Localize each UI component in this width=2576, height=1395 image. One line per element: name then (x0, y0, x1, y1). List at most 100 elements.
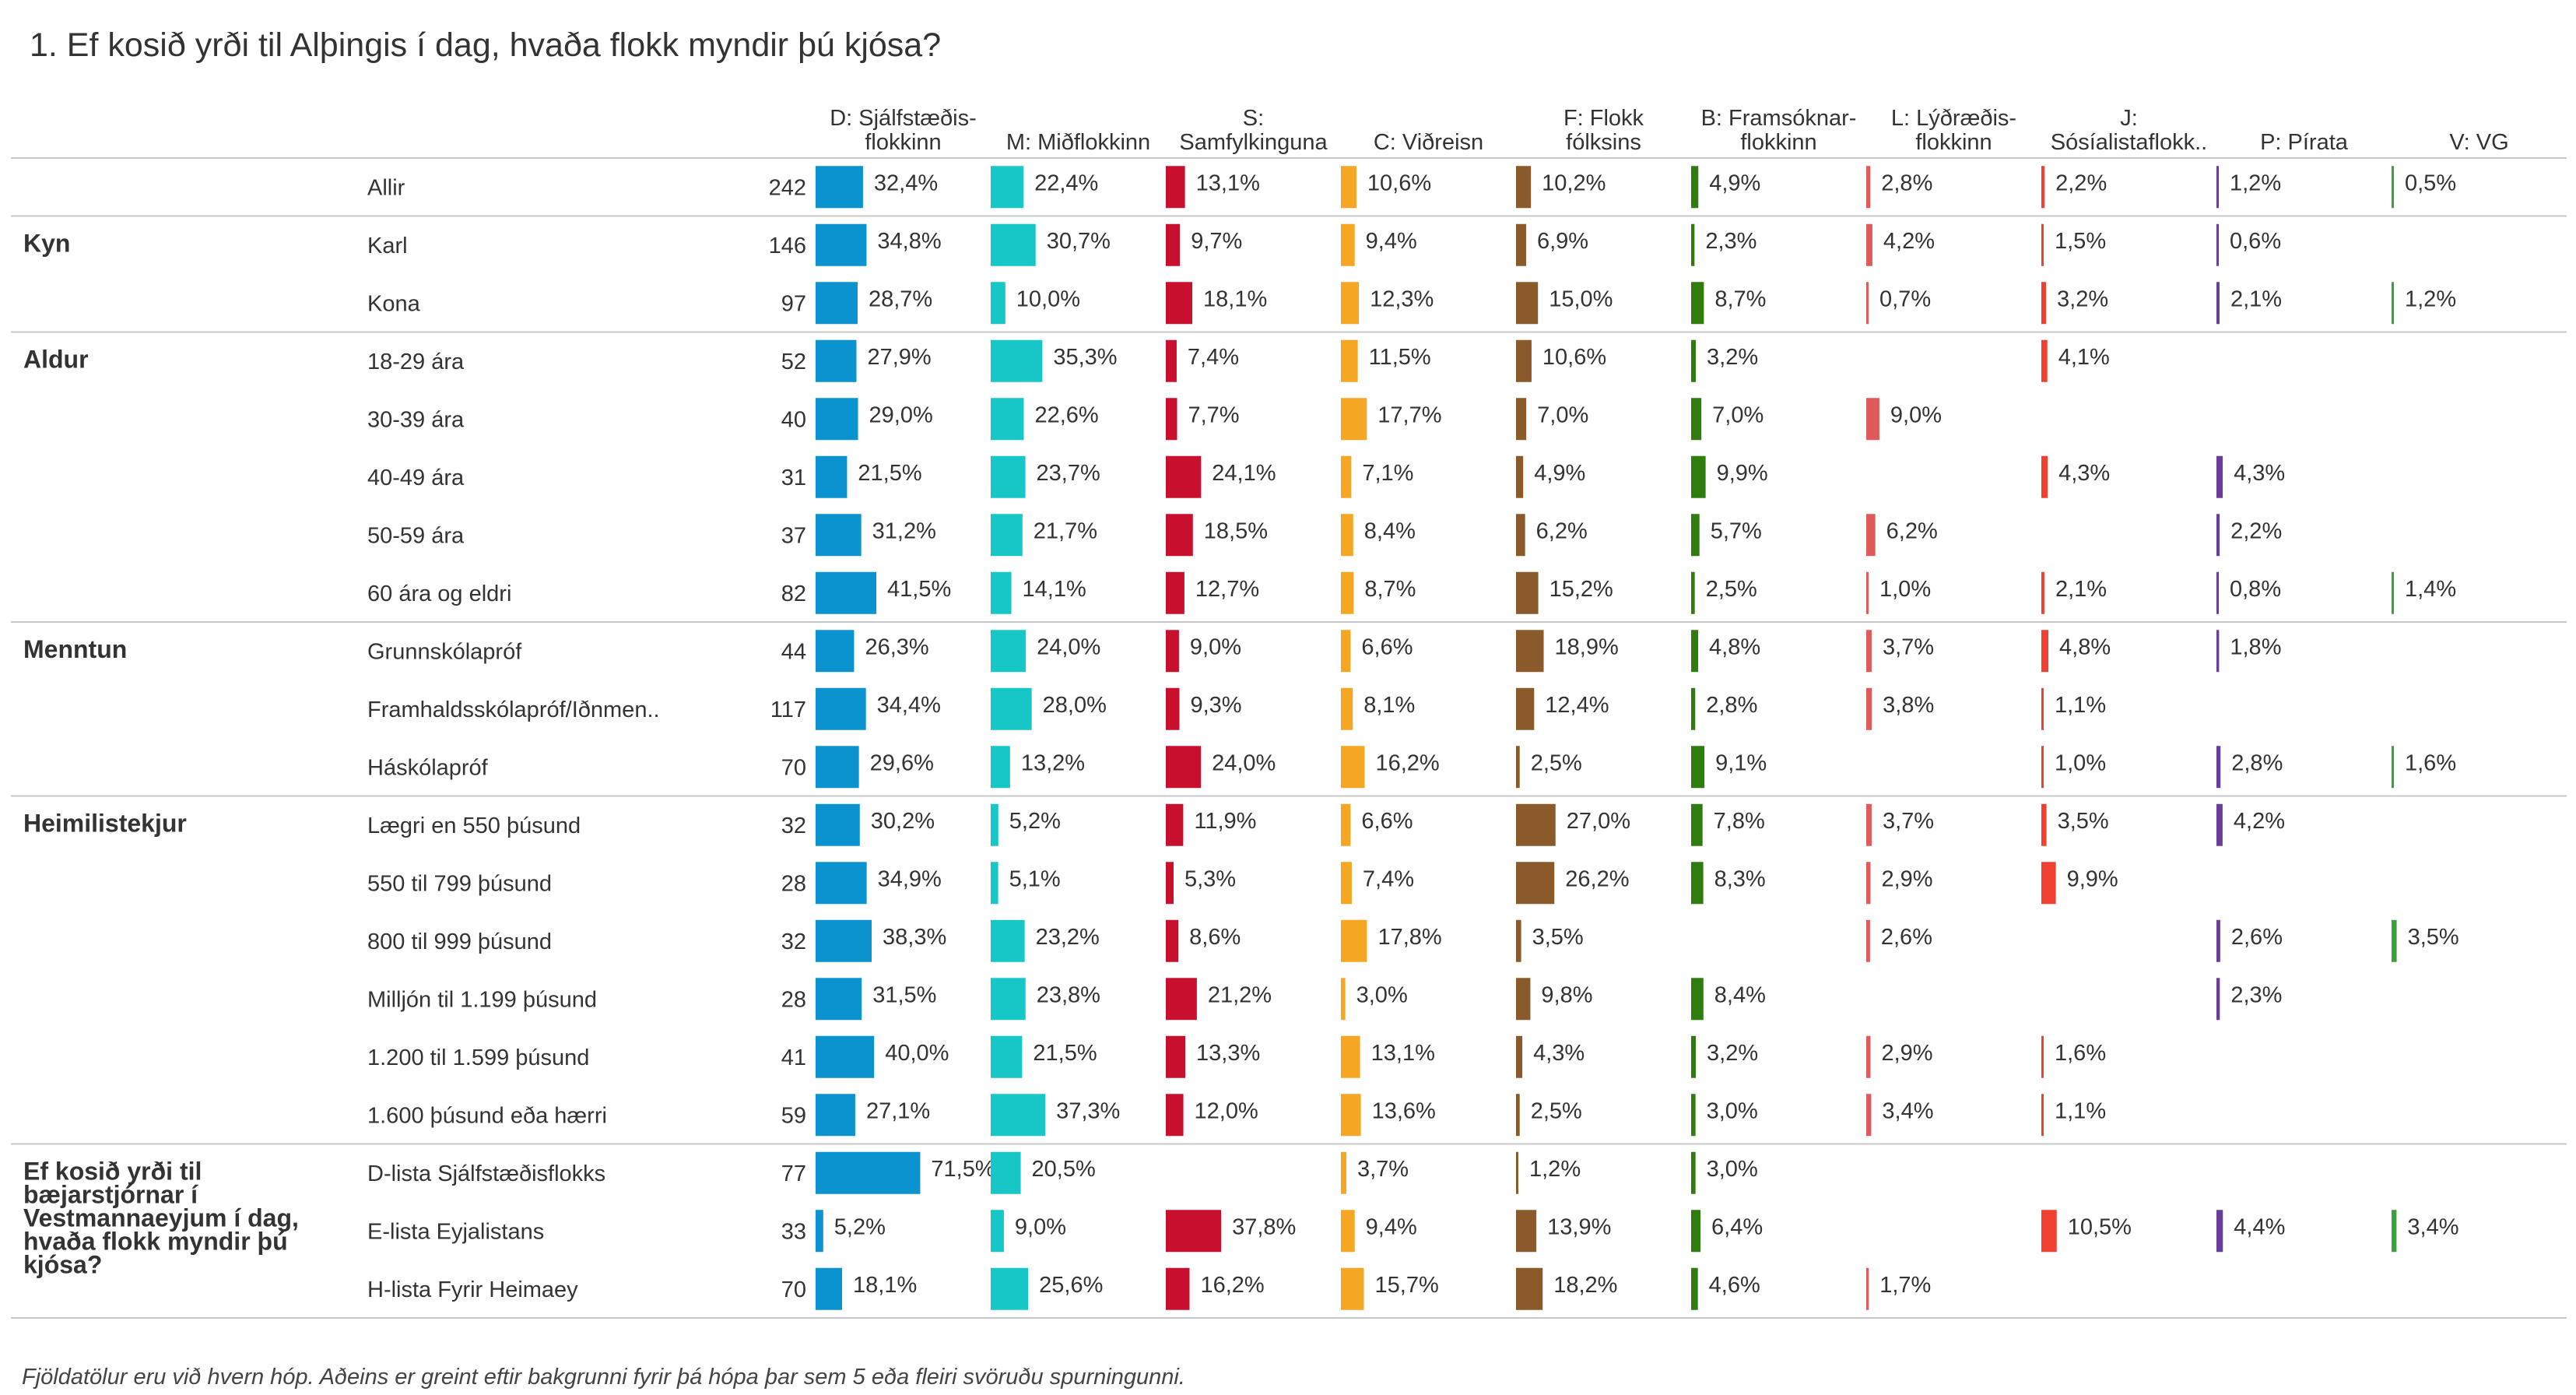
data-label: 3,7% (1883, 809, 1934, 834)
data-label: 28,0% (1043, 693, 1107, 718)
data-label: 2,5% (1531, 750, 1582, 775)
data-label: 31,5% (872, 982, 936, 1007)
bar (1341, 339, 1358, 382)
bar (816, 282, 858, 325)
bar (2041, 687, 2044, 730)
bar (1691, 803, 1703, 846)
bar (1516, 455, 1524, 498)
bar (991, 1210, 1004, 1253)
bar (1166, 571, 1184, 614)
bar (1516, 223, 1526, 266)
group-label: Vestmannaeyjum í dag, (23, 1204, 299, 1232)
group-label: Kyn (23, 230, 70, 258)
data-label: 34,8% (877, 229, 941, 254)
data-label: 7,4% (1188, 345, 1239, 370)
data-label: 5,1% (1009, 866, 1061, 891)
data-label: 1,2% (2405, 286, 2456, 311)
data-label: 24,0% (1212, 750, 1276, 775)
bar (2216, 746, 2221, 789)
bar (1691, 1035, 1697, 1078)
data-label: 26,2% (1565, 866, 1629, 891)
row-label: Háskólapróf (367, 755, 489, 780)
data-label: 18,2% (1553, 1273, 1617, 1298)
data-label: 28,7% (869, 286, 932, 311)
bar (816, 166, 863, 209)
row-count: 77 (781, 1161, 806, 1186)
data-label: 7,0% (1537, 402, 1588, 427)
bar (1516, 398, 1527, 441)
bar (1341, 630, 1351, 673)
data-label: 3,2% (1707, 1041, 1758, 1066)
data-label: 15,2% (1549, 577, 1613, 602)
data-label: 18,9% (1555, 634, 1619, 659)
data-label: 9,9% (2067, 866, 2118, 891)
data-label: 5,3% (1184, 866, 1236, 891)
column-header: C: Viðreisn (1374, 130, 1483, 155)
data-label: 8,6% (1189, 925, 1241, 950)
data-label: 2,5% (1706, 577, 1757, 602)
row-label: H-lista Fyrir Heimaey (367, 1277, 578, 1302)
bar (1691, 1210, 1701, 1253)
data-label: 2,1% (2230, 286, 2282, 311)
bar (1516, 630, 1544, 673)
bar (991, 919, 1025, 962)
bar (2216, 919, 2220, 962)
data-label: 13,6% (1372, 1098, 1436, 1123)
bar (1866, 1094, 1872, 1137)
bar (816, 1210, 823, 1253)
data-label: 4,9% (1534, 461, 1585, 486)
row-count: 32 (781, 929, 806, 954)
data-label: 7,1% (1362, 461, 1413, 486)
data-label: 9,0% (1190, 634, 1241, 659)
data-label: 3,2% (2057, 286, 2108, 311)
data-label: 4,9% (1709, 170, 1760, 195)
data-label: 8,1% (1363, 693, 1415, 718)
bar (1166, 1035, 1186, 1078)
data-label: 2,8% (2231, 750, 2283, 775)
row-count: 31 (781, 466, 806, 490)
column-header: M: Miðflokkinn (1006, 130, 1150, 155)
bar (1866, 166, 1871, 209)
data-label: 23,7% (1037, 461, 1100, 486)
data-label: 0,6% (2230, 229, 2281, 254)
data-label: 7,4% (1363, 866, 1414, 891)
bar (1691, 1151, 1696, 1194)
column-header: Sósíalistaflokk.. (2051, 130, 2207, 155)
bar (1166, 282, 1193, 325)
group-label: kjósa? (23, 1251, 102, 1279)
bar (991, 978, 1026, 1021)
bar (2216, 223, 2219, 266)
data-label: 37,8% (1232, 1214, 1296, 1239)
data-label: 8,4% (1714, 982, 1766, 1007)
group-label: Menntun (23, 635, 127, 663)
bar (816, 919, 872, 962)
bar (991, 1151, 1021, 1194)
data-label: 6,2% (1536, 518, 1588, 543)
bar (991, 1267, 1029, 1310)
bar (816, 223, 867, 266)
bar (816, 862, 867, 905)
data-label: 10,2% (1542, 170, 1606, 195)
data-label: 22,4% (1034, 170, 1098, 195)
bar (1166, 1210, 1222, 1253)
group-label: Heimilistekjur (23, 810, 187, 838)
data-label: 11,5% (1369, 345, 1431, 370)
column-header: D: Sjálfstæðis- (830, 106, 977, 131)
data-label: 4,6% (1709, 1273, 1760, 1298)
data-label: 8,3% (1714, 866, 1766, 891)
bar (1166, 514, 1193, 557)
data-label: 15,7% (1375, 1273, 1439, 1298)
bar (1166, 803, 1184, 846)
bar (2392, 166, 2394, 209)
data-label: 10,5% (2068, 1214, 2132, 1239)
data-label: 1,4% (2405, 577, 2456, 602)
column-header: F: Flokk (1563, 106, 1644, 131)
data-label: 1,1% (2055, 1098, 2106, 1123)
bar (991, 862, 998, 905)
data-label: 24,1% (1212, 461, 1276, 486)
row-count: 117 (770, 698, 806, 722)
row-label: Kona (367, 291, 421, 316)
bar (816, 398, 858, 441)
bar (991, 398, 1024, 441)
data-label: 27,9% (867, 345, 931, 370)
